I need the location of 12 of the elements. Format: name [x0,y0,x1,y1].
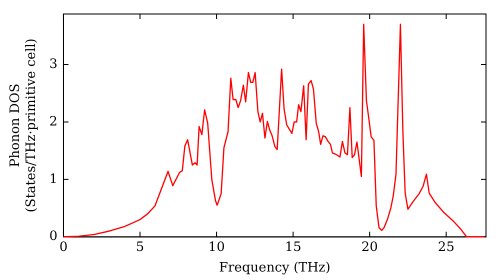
y-tick-label: 0 [49,229,58,244]
y-tick-label: 2 [49,114,58,130]
x-tick-label: 0 [59,240,68,255]
x-tick-label: 10 [208,240,225,255]
x-tick-label: 25 [438,240,454,255]
x-tick-label: 20 [361,240,378,255]
y-tick-label: 1 [49,172,58,187]
x-tick-label: 15 [284,240,302,255]
x-tick-label: 5 [136,240,144,255]
x-axis-title: Frequency (THz) [219,260,330,276]
y-axis-title: Phonon DOS (States/THz·primitive cell) [8,38,39,212]
y-tick-label: 3 [49,56,58,72]
